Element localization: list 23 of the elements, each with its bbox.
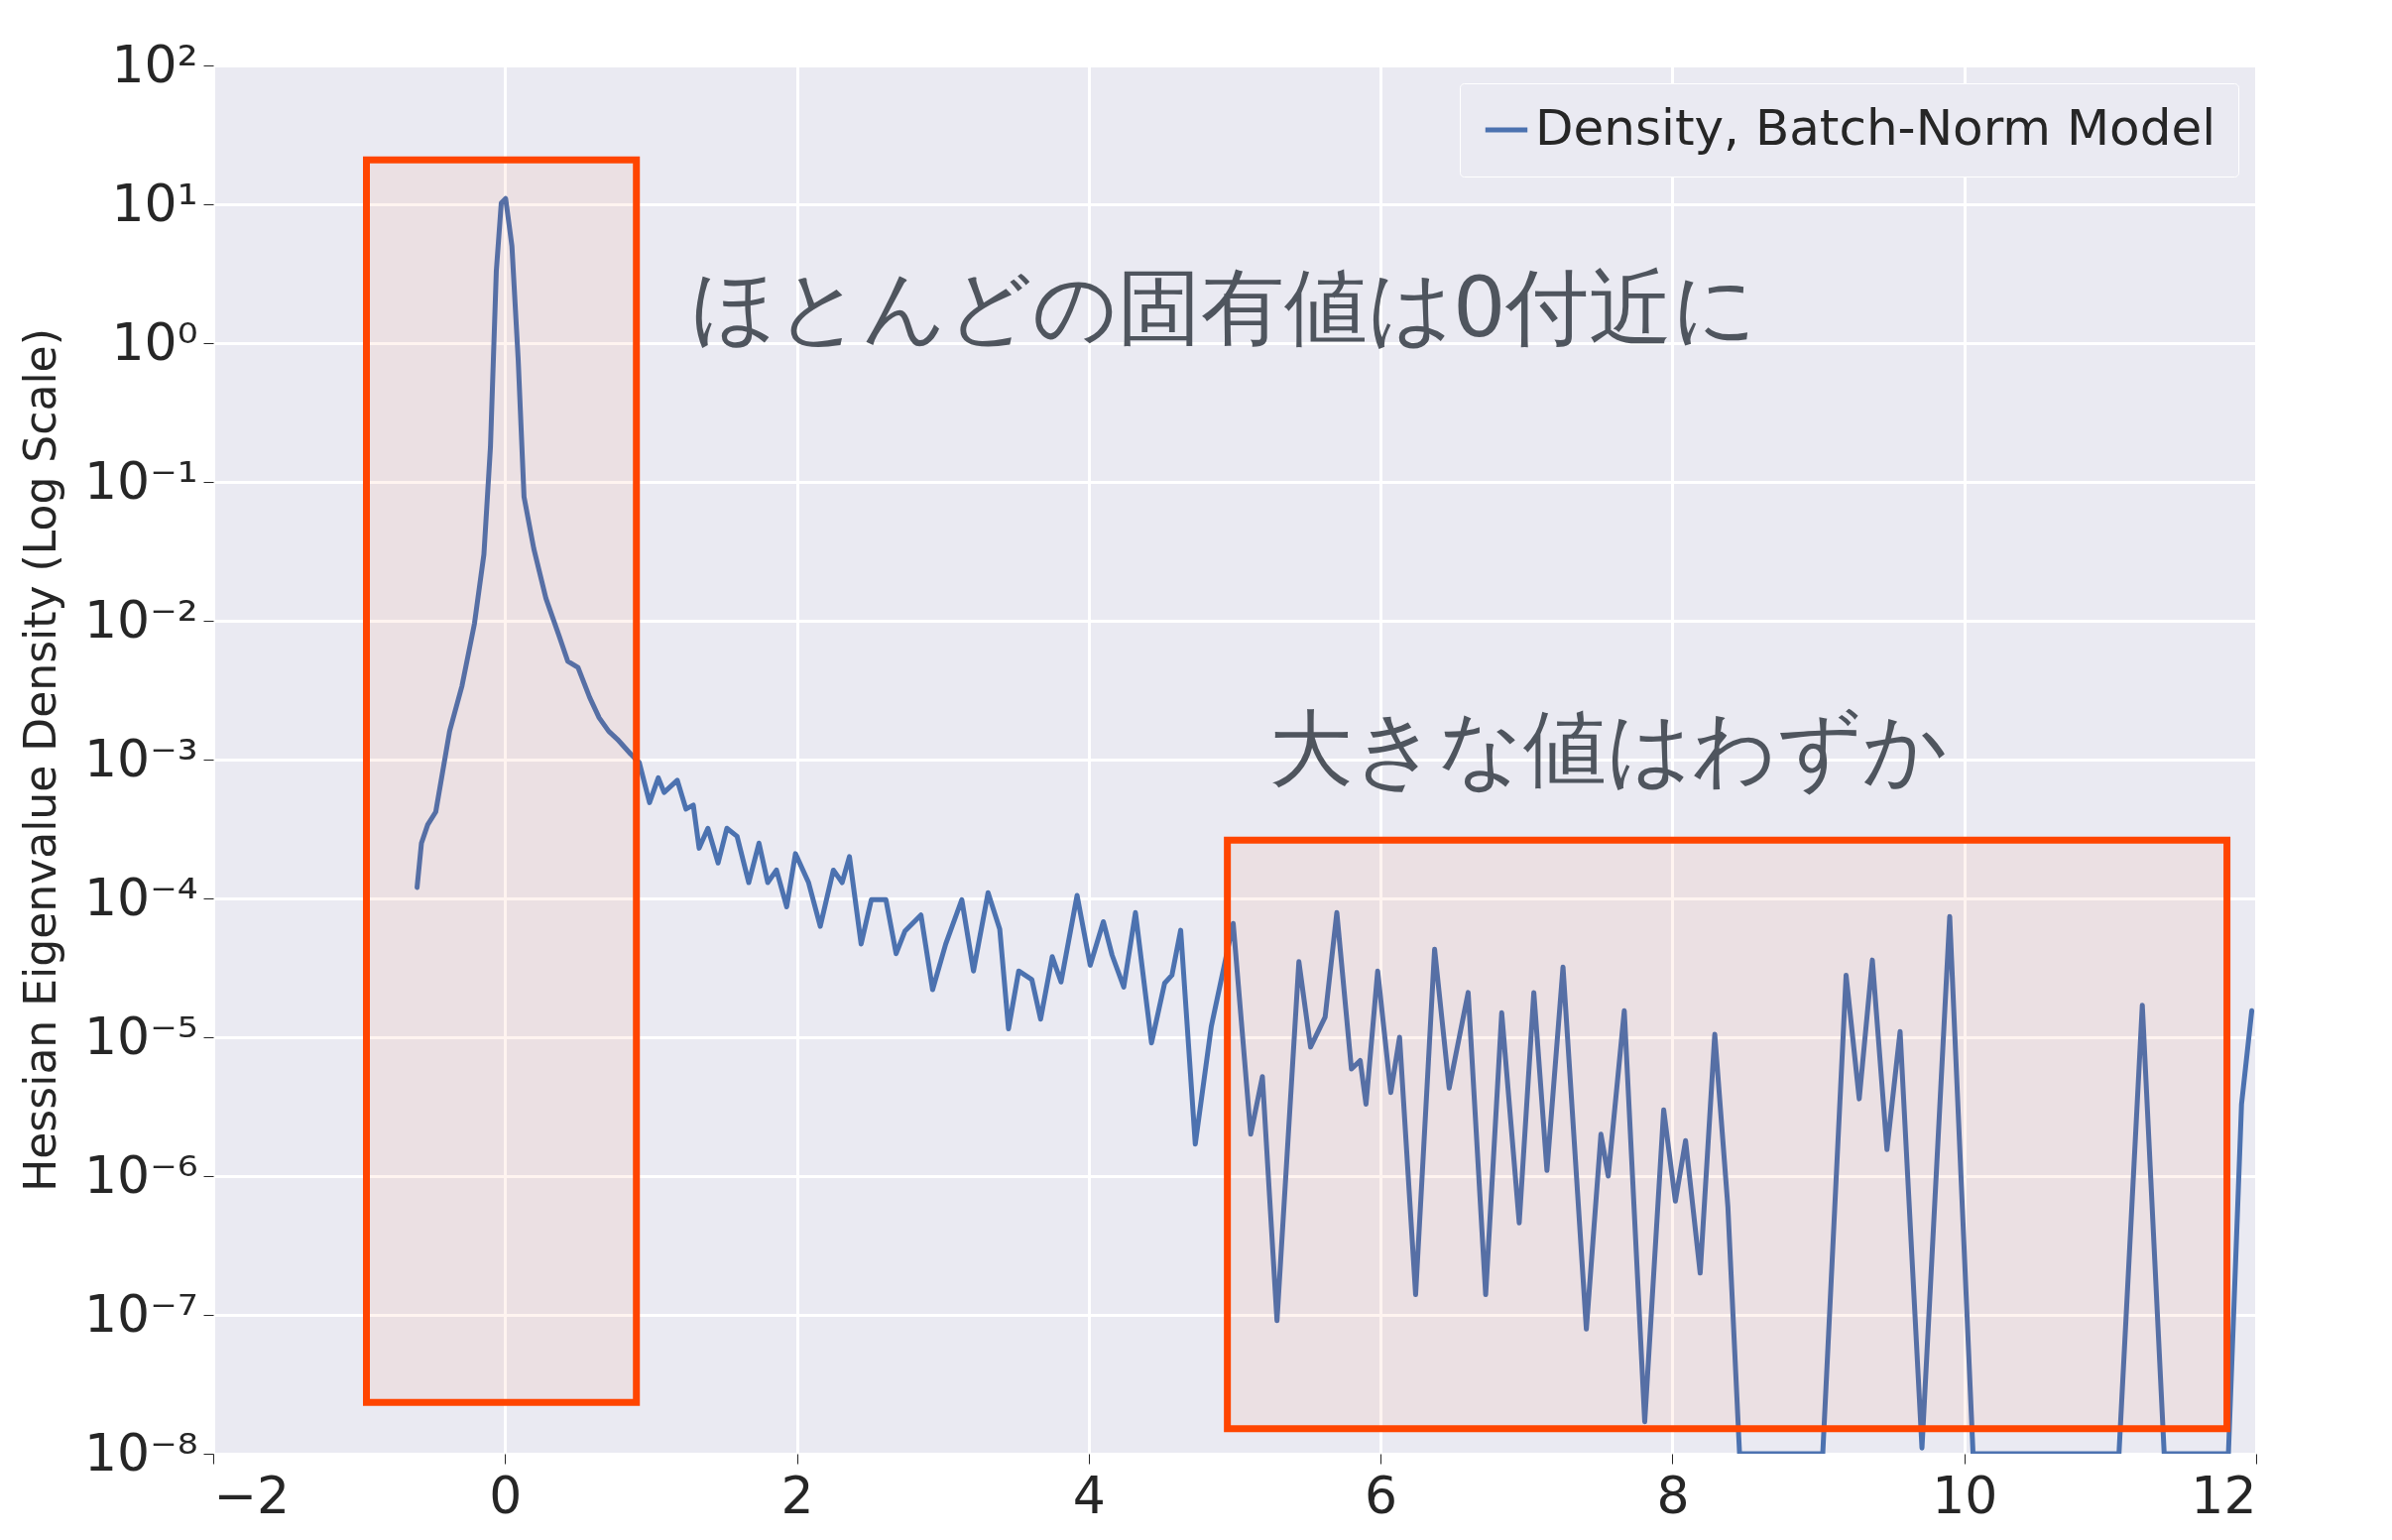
y-tick-label: 10² <box>111 34 198 94</box>
y-tick-label: 10¹ <box>111 173 198 233</box>
y-tick-label: 10⁻⁷ <box>84 1283 198 1344</box>
x-tick-label: 6 <box>1365 1465 1398 1525</box>
x-tick-label: 4 <box>1072 1465 1106 1525</box>
y-axis-title: Hessian Eigenvalue Density (Log Scale) <box>15 328 66 1192</box>
x-tick-label: 8 <box>1656 1465 1690 1525</box>
annotation: ほとんどの固有値は0付近に <box>691 258 1758 356</box>
y-tick-label: 10⁻⁴ <box>84 867 198 927</box>
x-tick-label: 0 <box>489 1465 523 1525</box>
y-tick-label: 10⁻⁸ <box>84 1422 198 1482</box>
y-tick-label: 10⁻³ <box>84 728 198 788</box>
x-tick-label: −2 <box>213 1465 291 1525</box>
legend-label: Density, Batch-Norm Model <box>1535 99 2216 157</box>
annotation: 大きな値はわずか <box>1269 700 1949 797</box>
y-tick-label: 10⁻² <box>84 589 198 650</box>
x-tick-label: 2 <box>780 1465 814 1525</box>
y-tick-label: 10⁻⁵ <box>84 1006 198 1066</box>
y-tick-label: 10⁻¹ <box>84 450 198 511</box>
x-tick-label: 10 <box>1932 1465 1998 1525</box>
x-tick-label: 12 <box>2191 1465 2257 1525</box>
y-tick-label: 10⁰ <box>111 311 198 372</box>
y-tick-label: 10⁻⁶ <box>84 1144 198 1205</box>
